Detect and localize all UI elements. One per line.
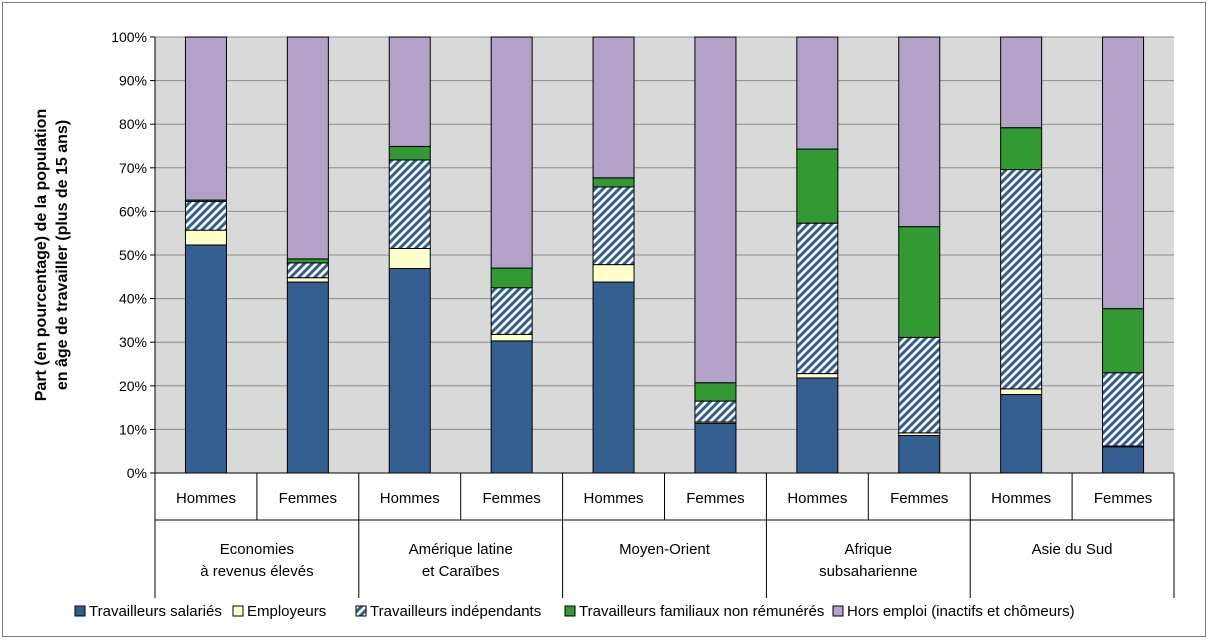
bar-segment <box>1102 372 1145 447</box>
x-group-label: et Caraïbes <box>422 563 500 580</box>
x-group-label: à revenus élevés <box>200 563 313 580</box>
bar-segment <box>1000 388 1043 396</box>
legend-swatch <box>355 605 367 617</box>
bar-segment <box>388 247 431 270</box>
bar-segment <box>490 340 533 474</box>
x-category-label: Hommes <box>176 490 236 507</box>
y-tick-label: 50% <box>119 247 147 263</box>
bar-segment <box>592 264 635 283</box>
bar-segment <box>388 36 431 147</box>
y-axis-title: en âge de travailler (plus de 15 ans) <box>54 120 71 390</box>
bar-segment <box>898 36 941 228</box>
legend-swatch <box>564 605 576 617</box>
x-category-label: Femmes <box>279 490 337 507</box>
bar-segment <box>388 268 431 474</box>
y-tick-label: 100% <box>111 29 147 45</box>
y-tick-label: 30% <box>119 334 147 350</box>
x-group-label: Economies <box>220 541 294 558</box>
bar-segment <box>1102 308 1145 374</box>
bar-segment <box>796 373 839 379</box>
legend-swatch <box>832 605 844 617</box>
bar-segment <box>898 435 941 474</box>
bar-segment <box>490 287 533 335</box>
bar-segment <box>286 281 329 474</box>
bar-segment <box>694 36 737 384</box>
bar-segment <box>490 267 533 289</box>
x-group-label: Moyen-Orient <box>619 541 711 558</box>
legend-label: Employeurs <box>247 603 326 620</box>
bar-segment <box>694 422 737 474</box>
bar-segment <box>184 244 227 474</box>
bar-segment <box>796 148 839 224</box>
legend-swatch <box>232 605 244 617</box>
bar-segment <box>184 36 227 201</box>
bar-segment <box>388 159 431 249</box>
bar-segment <box>286 277 329 283</box>
y-tick-label: 70% <box>119 160 147 176</box>
bar-segment <box>286 262 329 279</box>
x-category-label: Hommes <box>584 490 644 507</box>
bar-segment <box>184 229 227 246</box>
y-tick-label: 80% <box>119 116 147 132</box>
bar-segment <box>694 400 737 423</box>
bar-segment <box>796 222 839 375</box>
bar-segment <box>796 36 839 150</box>
legend-swatch <box>74 605 86 617</box>
x-category-label: Femmes <box>686 490 744 507</box>
x-group-label: subsaharienne <box>819 563 917 580</box>
bar-segment <box>592 36 635 179</box>
bar-segment <box>184 200 227 231</box>
bar-segment <box>1102 446 1145 474</box>
legend-label: Travailleurs indépendants <box>370 603 541 620</box>
bar-segment <box>388 145 431 161</box>
bar-segment <box>1000 36 1043 129</box>
x-category-label: Hommes <box>991 490 1051 507</box>
y-tick-label: 40% <box>119 291 147 307</box>
bar-segment <box>796 377 839 474</box>
bar-segment <box>592 281 635 474</box>
y-tick-label: 10% <box>119 421 147 437</box>
x-group-label: Asie du Sud <box>1032 541 1113 558</box>
bar-segment <box>286 258 329 264</box>
bar-segment <box>592 186 635 266</box>
legend-label: Hors emploi (inactifs et chômeurs) <box>847 603 1075 620</box>
y-tick-label: 0% <box>127 465 147 481</box>
bar-segment <box>694 382 737 402</box>
x-category-label: Hommes <box>787 490 847 507</box>
bar-segment <box>898 226 941 338</box>
bar-segment <box>592 177 635 188</box>
x-category-label: Hommes <box>380 490 440 507</box>
bar-segment <box>490 36 533 269</box>
x-category-label: Femmes <box>1094 490 1152 507</box>
y-tick-label: 90% <box>119 73 147 89</box>
legend-label: Travailleurs familiaux non rémunérés <box>579 603 824 620</box>
bar-segment <box>1000 127 1043 171</box>
legend-label: Travailleurs salariés <box>89 603 222 620</box>
x-group-label: Afrique <box>845 541 893 558</box>
y-axis-title: Part (en pourcentage) de la population <box>33 109 50 401</box>
bar-segment <box>490 333 533 342</box>
y-tick-label: 60% <box>119 203 147 219</box>
bar-segment <box>1000 394 1043 474</box>
y-tick-label: 20% <box>119 378 147 394</box>
bar-segment <box>286 36 329 260</box>
x-category-label: Femmes <box>890 490 948 507</box>
bar-segment <box>1102 36 1145 310</box>
bar-segment <box>898 336 941 434</box>
x-category-label: Femmes <box>482 490 540 507</box>
x-group-label: Amérique latine <box>409 541 513 558</box>
bar-segment <box>1000 169 1043 390</box>
